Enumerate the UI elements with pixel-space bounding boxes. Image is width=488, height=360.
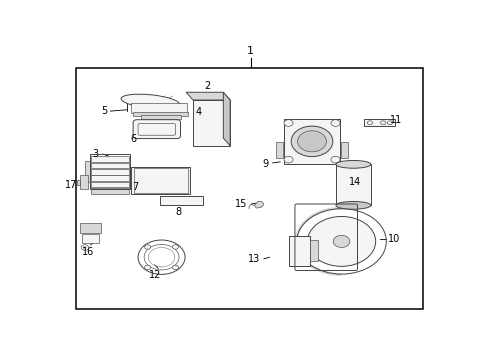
Polygon shape [223, 92, 230, 146]
FancyBboxPatch shape [133, 120, 180, 139]
Circle shape [284, 120, 292, 126]
Text: 1: 1 [246, 46, 254, 56]
Circle shape [330, 156, 339, 163]
Text: 7: 7 [132, 182, 139, 192]
Bar [91, 175, 128, 181]
Bar [335, 164, 370, 205]
Bar [91, 188, 128, 194]
Text: 2: 2 [203, 81, 210, 91]
Bar [80, 222, 101, 233]
Circle shape [144, 265, 150, 270]
Bar [133, 112, 188, 116]
Text: 12: 12 [149, 270, 161, 280]
Text: 8: 8 [175, 207, 182, 217]
Ellipse shape [335, 202, 370, 209]
Bar [84, 161, 90, 182]
Bar [91, 169, 128, 175]
Circle shape [284, 156, 292, 163]
Circle shape [332, 235, 349, 247]
Bar [131, 167, 189, 194]
Circle shape [144, 245, 150, 249]
Bar [76, 68, 422, 309]
Bar [89, 154, 130, 189]
Text: 15: 15 [235, 199, 247, 209]
Bar [141, 115, 180, 119]
Bar [193, 100, 230, 146]
Text: 11: 11 [389, 115, 402, 125]
Circle shape [307, 216, 375, 266]
Bar [276, 141, 283, 158]
Bar [77, 180, 81, 185]
Circle shape [330, 120, 339, 126]
Bar [284, 119, 339, 164]
Bar [159, 196, 203, 204]
Circle shape [172, 245, 178, 249]
Bar [288, 235, 310, 266]
Text: 9: 9 [262, 158, 268, 168]
Circle shape [172, 265, 178, 270]
Bar [91, 163, 128, 168]
Text: 5: 5 [102, 106, 108, 116]
Ellipse shape [121, 94, 179, 109]
Bar [310, 240, 317, 261]
Bar [133, 168, 187, 193]
Ellipse shape [335, 161, 370, 168]
Text: 10: 10 [387, 234, 399, 244]
Text: 4: 4 [195, 108, 202, 117]
Polygon shape [254, 201, 264, 208]
Text: 6: 6 [130, 134, 136, 144]
Bar [131, 103, 187, 113]
Bar [80, 175, 87, 189]
Text: 14: 14 [348, 177, 361, 187]
Bar [82, 234, 99, 243]
Text: 13: 13 [247, 255, 260, 264]
Bar [91, 182, 128, 187]
Bar [91, 156, 128, 162]
Polygon shape [186, 92, 230, 100]
Bar [340, 141, 347, 158]
Text: 17: 17 [64, 180, 77, 190]
Text: 3: 3 [92, 149, 98, 158]
Circle shape [297, 131, 325, 152]
Text: 16: 16 [82, 247, 94, 257]
Circle shape [290, 126, 332, 157]
Bar [364, 119, 394, 126]
